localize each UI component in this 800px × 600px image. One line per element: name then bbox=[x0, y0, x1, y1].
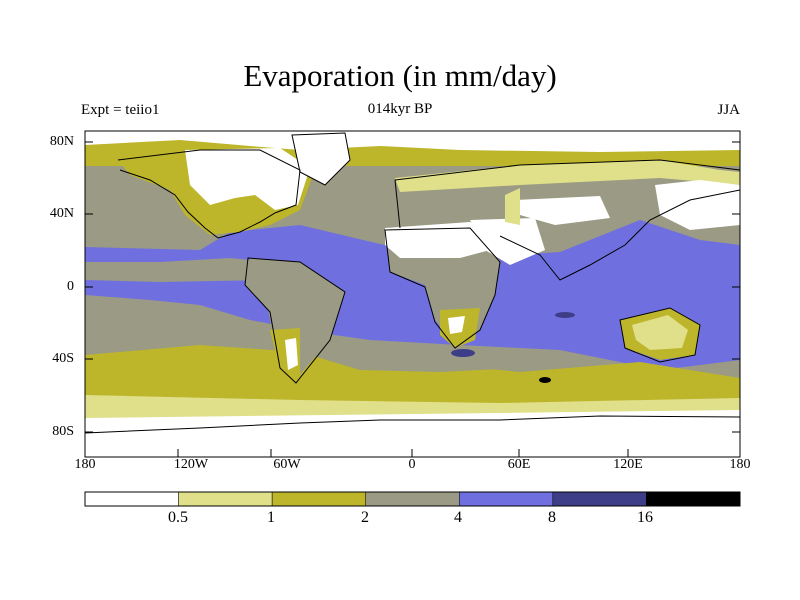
lon-label-120w: 120W bbox=[173, 457, 209, 472]
colorbar-label-8: 8 bbox=[548, 509, 556, 526]
coast-africa bbox=[384, 227, 501, 349]
coast-australia bbox=[619, 307, 701, 363]
colorbar-swatch-0 bbox=[84, 491, 179, 507]
coast-greenland bbox=[291, 132, 351, 186]
experiment-label: Expt = teiio1 bbox=[81, 102, 160, 118]
lat-label-40s: 40S bbox=[52, 351, 74, 366]
colorbar-swatch-3 bbox=[365, 491, 460, 507]
east-asia-white bbox=[655, 180, 740, 230]
season-label: JJA bbox=[717, 102, 740, 118]
coast-south-america bbox=[244, 257, 346, 384]
colorbar-swatch-6 bbox=[646, 491, 741, 507]
map-ticks bbox=[84, 141, 741, 457]
central-asia-white bbox=[515, 196, 610, 225]
colorbar-label-2: 2 bbox=[361, 509, 369, 526]
tropical-blue-band bbox=[85, 220, 740, 370]
colorbar-label-16: 16 bbox=[637, 509, 653, 526]
colorbar-swatch-4 bbox=[459, 491, 554, 507]
lon-label-0: 0 bbox=[408, 457, 416, 472]
dark-patch-south-atlantic bbox=[451, 349, 475, 357]
coast-north-america bbox=[117, 149, 301, 239]
map-subtitle: 014kyr BP bbox=[367, 101, 433, 117]
lon-label-60e: 60E bbox=[507, 457, 531, 472]
southern-yellow bbox=[85, 345, 740, 410]
colorbar-label-4: 4 bbox=[454, 509, 462, 526]
southern-grey-patch bbox=[300, 345, 520, 372]
lon-label-120e: 120E bbox=[613, 457, 643, 472]
australia-pale bbox=[632, 315, 688, 350]
lat-label-0: 0 bbox=[67, 279, 74, 294]
south-america-grey bbox=[245, 258, 345, 380]
map-title: Evaporation (in mm/day) bbox=[243, 58, 557, 93]
patagonia-white bbox=[285, 338, 298, 370]
kalahari-white bbox=[448, 316, 465, 334]
arctic-white bbox=[85, 131, 740, 152]
coastlines bbox=[85, 132, 740, 434]
lon-label-60w: 60W bbox=[273, 457, 301, 472]
lat-label-40n: 40N bbox=[49, 206, 74, 221]
colorbar-label-0-5: 0.5 bbox=[168, 509, 188, 526]
colorbar-frame bbox=[84, 491, 741, 507]
arabia-white bbox=[470, 218, 545, 265]
dark-patch-indian bbox=[555, 312, 575, 318]
lat-label-80s: 80S bbox=[52, 424, 74, 439]
coast-antarctica bbox=[85, 415, 740, 434]
central-asia-pale bbox=[505, 188, 520, 225]
lat-label-80n: 80N bbox=[49, 134, 74, 149]
colorbar bbox=[84, 491, 741, 507]
colorbar-swatch-5 bbox=[552, 491, 647, 507]
lon-label-180w: 180 bbox=[74, 457, 96, 472]
north-america-white bbox=[185, 148, 310, 210]
colorbar-swatch-2 bbox=[271, 491, 366, 507]
coast-eurasia bbox=[394, 159, 740, 281]
colorbar-swatch-1 bbox=[178, 491, 273, 507]
eurasia-pale bbox=[395, 160, 740, 192]
greenland-white bbox=[292, 133, 350, 185]
dark-patch-south-indian bbox=[539, 377, 551, 383]
colorbar-label-1: 1 bbox=[267, 509, 275, 526]
sahara-white bbox=[385, 222, 500, 258]
antarctica bbox=[85, 410, 740, 457]
lon-label-180e: 180 bbox=[729, 457, 751, 472]
eq-grey-band bbox=[85, 258, 270, 282]
